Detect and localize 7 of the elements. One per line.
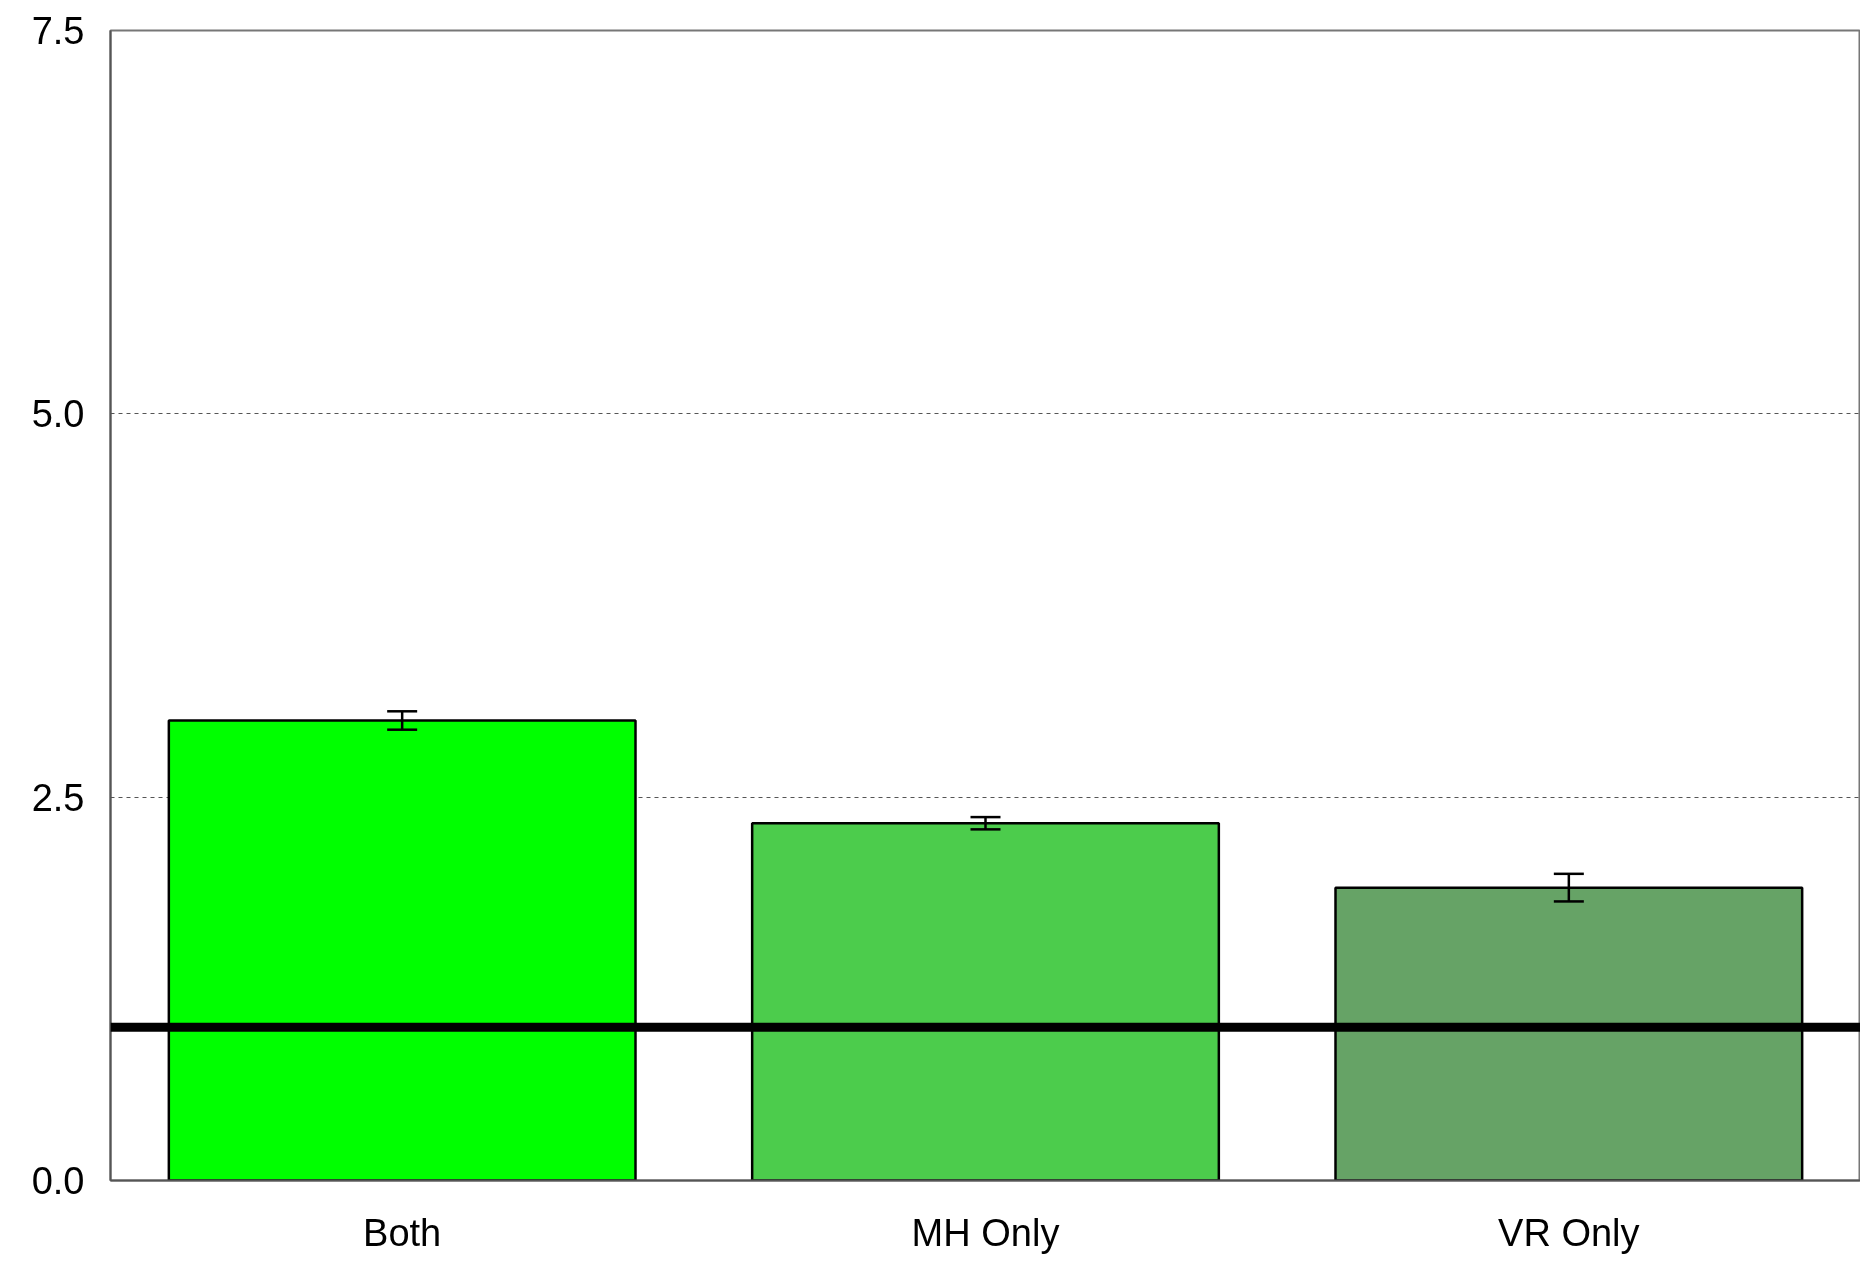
x-tick-label: MH Only bbox=[911, 1211, 1060, 1254]
y-tick-label: 0.0 bbox=[31, 1160, 85, 1202]
y-tick-label: 5.0 bbox=[31, 393, 85, 436]
y-tick-label: 7.5 bbox=[31, 10, 85, 52]
y-tick-label: 2.5 bbox=[31, 776, 85, 819]
x-tick-label: VR Only bbox=[1498, 1211, 1640, 1254]
x-tick-label: Both bbox=[363, 1211, 442, 1254]
